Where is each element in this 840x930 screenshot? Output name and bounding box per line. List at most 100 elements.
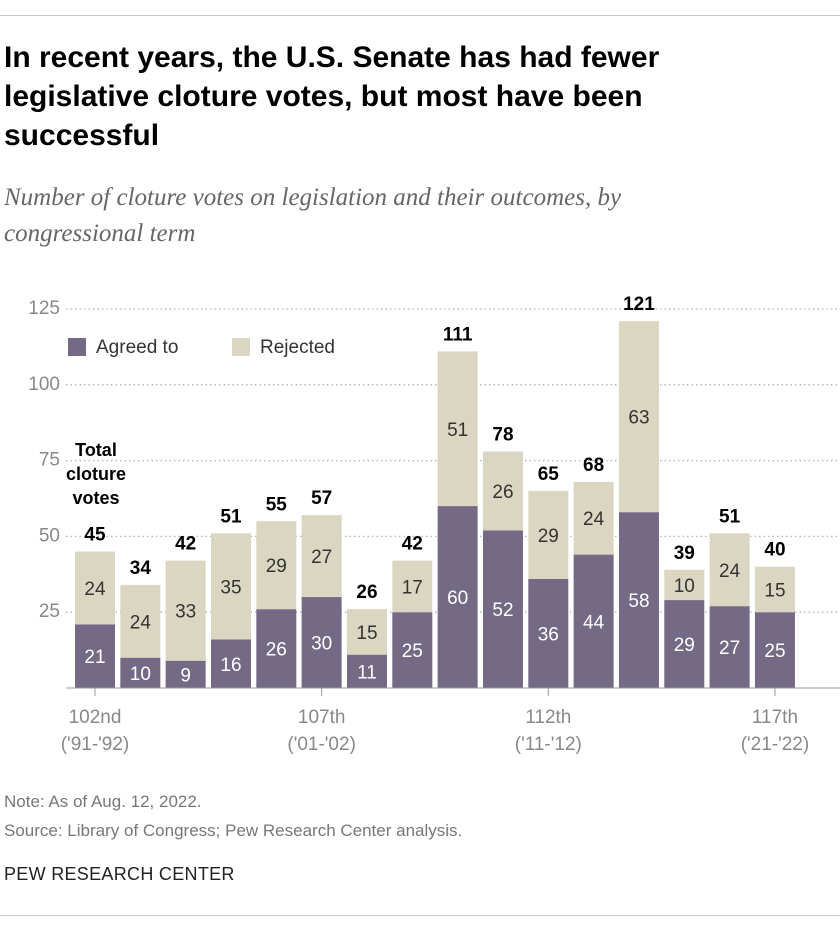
- bar-segment: [392, 612, 433, 688]
- legend-label: Agreed to: [96, 337, 178, 358]
- y-tick-label: 125: [28, 298, 60, 319]
- bar-segment: [301, 597, 342, 688]
- data-label: 44: [583, 612, 605, 633]
- x-tick-label: 112th: [525, 707, 571, 728]
- data-label: 15: [764, 580, 785, 601]
- data-label: 24: [719, 561, 741, 582]
- source: Source: Library of Congress; Pew Researc…: [4, 821, 463, 840]
- data-label: 51: [447, 420, 468, 441]
- total-label: 68: [583, 455, 604, 476]
- bar-segment: [256, 521, 297, 610]
- total-label: 45: [84, 525, 106, 546]
- bar-segment: [664, 600, 705, 688]
- y-tick-label: 25: [39, 601, 60, 622]
- subtitle: Number of cloture votes on legislation a…: [4, 184, 622, 247]
- data-label: 58: [628, 591, 649, 612]
- total-label: 121: [623, 294, 655, 315]
- data-label: 24: [130, 612, 152, 633]
- bar-segment: [210, 533, 251, 640]
- legend-swatch: [68, 338, 86, 356]
- data-label: 25: [402, 641, 423, 662]
- data-label: 63: [628, 408, 649, 429]
- data-label: 15: [356, 623, 377, 644]
- data-label: 27: [719, 638, 740, 659]
- total-label: 51: [719, 506, 741, 527]
- bar-segment: [75, 551, 115, 625]
- data-label: 30: [311, 634, 332, 655]
- data-label: 29: [538, 526, 559, 547]
- bar-segment: [392, 560, 433, 613]
- y-tick-label: 50: [39, 525, 60, 546]
- data-label: 35: [220, 577, 241, 598]
- x-tick-label: 107th: [298, 707, 346, 728]
- data-label: 25: [764, 641, 785, 662]
- data-label: 17: [402, 577, 423, 598]
- total-label: 65: [538, 464, 560, 485]
- data-label: 21: [84, 647, 105, 668]
- total-label: 26: [356, 582, 377, 603]
- bar-segment: [709, 606, 750, 688]
- bar-segment: [482, 530, 523, 688]
- total-label: 42: [402, 534, 423, 555]
- bar-segment: [75, 624, 115, 688]
- bar-segment: [120, 584, 161, 658]
- data-label: 29: [266, 556, 287, 577]
- data-label: 10: [130, 664, 151, 685]
- bar-segment: [664, 569, 705, 601]
- data-label: 26: [266, 640, 287, 661]
- chart: 25 50 75 100 125 Agreed to Rejected 21 24 45 102nd…: [28, 294, 840, 755]
- bar-segment: [301, 515, 342, 598]
- total-label: 51: [220, 506, 242, 527]
- total-label: 111: [443, 324, 473, 345]
- data-label: 16: [220, 655, 241, 676]
- total-label: 78: [492, 425, 513, 446]
- x-tick-label: 102nd: [69, 707, 122, 728]
- data-label: 24: [583, 509, 605, 530]
- bar-segment: [256, 609, 297, 688]
- bar-segment: [528, 578, 569, 688]
- bar-segment: [618, 512, 659, 688]
- bottom-rule: [0, 915, 840, 916]
- total-label: 55: [266, 494, 288, 515]
- title: In recent years, the U.S. Senate has had…: [4, 41, 660, 152]
- data-label: 27: [311, 547, 332, 568]
- data-label: 36: [538, 624, 559, 645]
- bar-segment: [528, 490, 569, 579]
- data-label: 33: [175, 602, 196, 623]
- legend-swatch: [232, 338, 250, 356]
- x-tick-sublabel: ('01-'02): [287, 734, 356, 755]
- bar-segment: [754, 612, 795, 688]
- y-tick-label: 100: [28, 374, 60, 395]
- bar-segment: [210, 639, 251, 688]
- bar-segment: [165, 660, 206, 688]
- bar-segment: [754, 566, 795, 613]
- total-label: 34: [130, 558, 152, 579]
- total-label: 57: [311, 488, 332, 509]
- data-label: 9: [180, 665, 191, 686]
- bar-segment: [709, 533, 750, 607]
- x-tick-label: 117th: [752, 707, 798, 728]
- bar-segment: [437, 506, 478, 688]
- bar-segment: [120, 657, 161, 688]
- data-label: 60: [447, 588, 468, 609]
- bar-segment: [346, 609, 387, 655]
- x-tick-sublabel: ('11-'12): [515, 734, 582, 755]
- total-label: 39: [674, 543, 695, 564]
- top-rule: [0, 15, 840, 16]
- data-label: 52: [492, 600, 513, 621]
- y-tick-label: 75: [39, 450, 60, 471]
- bar-segment: [573, 554, 614, 688]
- bar-segment: [482, 451, 523, 531]
- bar-segment: [437, 351, 478, 507]
- annotation: Total cloture votes: [65, 440, 126, 508]
- data-label: 10: [674, 576, 695, 597]
- total-label: 42: [175, 534, 196, 555]
- bar-segment: [618, 321, 659, 513]
- brand: PEW RESEARCH CENTER: [4, 864, 235, 884]
- x-tick-sublabel: ('21-'22): [741, 734, 810, 755]
- data-label: 24: [84, 579, 106, 600]
- legend-label: Rejected: [260, 337, 335, 358]
- note: Note: As of Aug. 12, 2022.: [4, 792, 202, 811]
- data-label: 26: [492, 482, 513, 503]
